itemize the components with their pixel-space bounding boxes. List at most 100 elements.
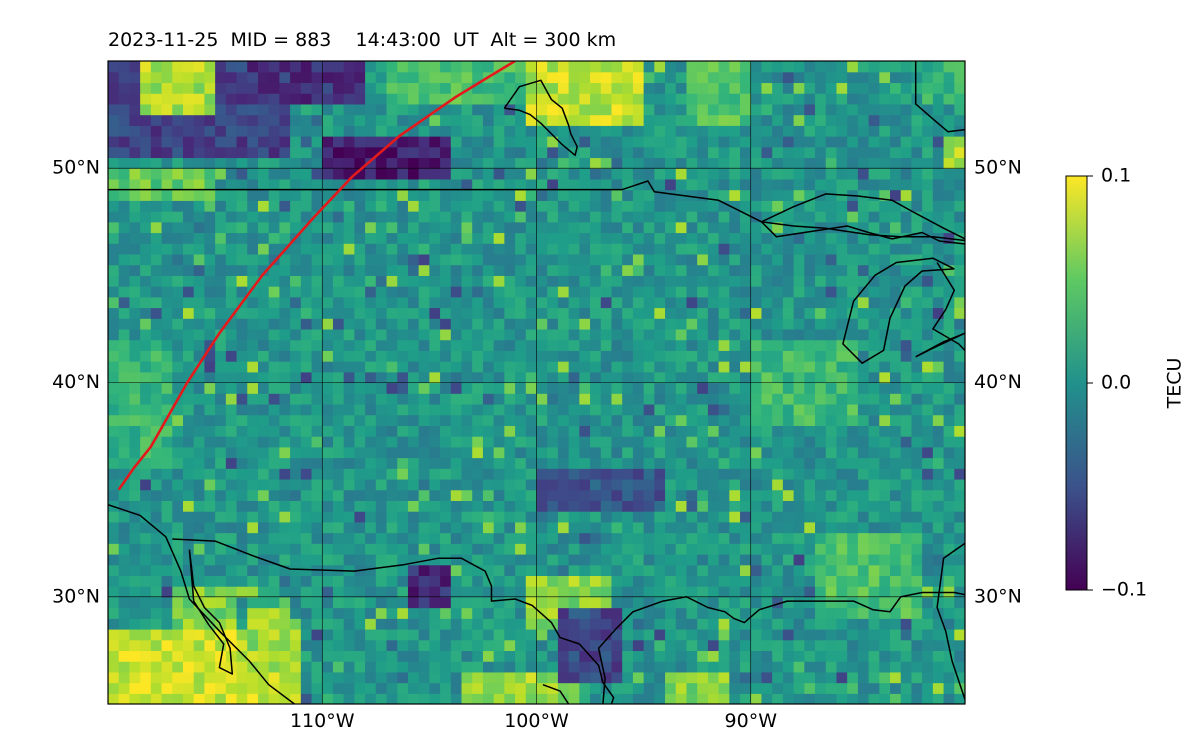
heatmap-cell	[108, 639, 120, 652]
heatmap-cell	[482, 511, 495, 523]
heatmap-cell	[108, 393, 120, 405]
heatmap-cell	[922, 253, 934, 266]
heatmap-cell	[890, 650, 902, 662]
heatmap-cell	[343, 596, 355, 609]
heatmap-cell	[900, 436, 913, 448]
heatmap-cell	[632, 575, 645, 587]
heatmap-cell	[472, 361, 484, 373]
heatmap-cell	[225, 296, 238, 309]
heatmap-cell	[472, 371, 484, 384]
heatmap-cell	[943, 596, 955, 609]
heatmap-cell	[697, 361, 709, 373]
heatmap-cell	[740, 221, 752, 234]
heatmap-cell	[632, 146, 645, 159]
heatmap-cell	[108, 125, 120, 137]
heatmap-cell	[911, 307, 923, 319]
heatmap-cell	[440, 328, 452, 341]
heatmap-cell	[407, 586, 420, 598]
heatmap-cell	[418, 425, 430, 437]
heatmap-cell	[172, 457, 184, 469]
heatmap-cell	[397, 425, 409, 437]
heatmap-cell	[161, 553, 173, 566]
heatmap-cell	[440, 146, 452, 159]
heatmap-cell	[879, 425, 891, 437]
heatmap-cell	[675, 286, 688, 298]
heatmap-cell	[590, 371, 602, 384]
heatmap-cell	[504, 478, 516, 491]
heatmap-cell	[943, 211, 955, 223]
heatmap-cell	[311, 253, 323, 266]
heatmap-cell	[600, 628, 613, 641]
heatmap-cell	[118, 511, 131, 523]
heatmap-cell	[225, 393, 238, 405]
heatmap-cell	[418, 189, 430, 201]
heatmap-cell	[632, 232, 645, 244]
heatmap-cell	[247, 339, 259, 351]
heatmap-cell	[911, 103, 923, 116]
heatmap-cell	[707, 618, 720, 630]
heatmap-cell	[579, 511, 591, 523]
heatmap-cell	[718, 478, 730, 491]
heatmap-cell	[204, 361, 216, 373]
heatmap-cell	[482, 586, 495, 598]
heatmap-cell	[108, 307, 120, 319]
heatmap-cell	[611, 639, 623, 652]
heatmap-cell	[922, 500, 934, 512]
heatmap-cell	[450, 168, 463, 180]
heatmap-cell	[622, 425, 634, 437]
heatmap-cell	[161, 586, 173, 598]
heatmap-cell	[632, 586, 645, 598]
heatmap-cell	[686, 146, 698, 159]
heatmap-cell	[182, 596, 195, 609]
heatmap-cell	[932, 553, 945, 566]
heatmap-cell	[600, 243, 613, 255]
heatmap-cell	[182, 661, 195, 673]
heatmap-cell	[654, 232, 666, 244]
heatmap-cell	[665, 339, 677, 351]
heatmap-cell	[450, 468, 463, 480]
heatmap-cell	[461, 307, 473, 319]
heatmap-cell	[193, 650, 206, 662]
heatmap-cell	[129, 189, 141, 201]
heatmap-cell	[911, 125, 923, 137]
heatmap-cell	[257, 296, 270, 309]
heatmap-cell	[654, 114, 666, 126]
heatmap-cell	[654, 211, 666, 223]
heatmap-cell	[236, 286, 248, 298]
heatmap-cell	[236, 500, 248, 512]
heatmap-cell	[343, 339, 355, 351]
x-tick-label: 110°W	[290, 710, 355, 732]
heatmap-cell	[568, 393, 580, 405]
heatmap-cell	[386, 596, 398, 609]
heatmap-cell	[536, 628, 548, 641]
heatmap-cell	[375, 253, 388, 266]
heatmap-cell	[932, 221, 945, 234]
heatmap-cell	[568, 618, 580, 630]
heatmap-cell	[311, 425, 323, 437]
heatmap-cell	[525, 103, 538, 116]
heatmap-cell	[943, 693, 955, 704]
heatmap-cell	[793, 511, 805, 523]
heatmap-cell	[108, 71, 120, 84]
heatmap-cell	[172, 253, 184, 266]
heatmap-cell	[718, 243, 730, 255]
heatmap-cell	[750, 275, 763, 287]
colorbar-tick-label: 0.0	[1101, 372, 1131, 394]
heatmap-cell	[343, 414, 355, 426]
heatmap-cell	[268, 232, 280, 244]
heatmap-cell	[643, 650, 655, 662]
heatmap-cell	[772, 168, 784, 180]
heatmap-cell	[311, 361, 323, 373]
heatmap-cell	[236, 532, 248, 544]
heatmap-cell	[375, 114, 388, 126]
heatmap-cell	[482, 93, 495, 105]
heatmap-cell	[922, 189, 934, 201]
heatmap-cell	[922, 114, 934, 126]
heatmap-cell	[161, 232, 173, 244]
heatmap-cell	[793, 286, 805, 298]
heatmap-cell	[782, 361, 795, 373]
heatmap-cell	[643, 532, 655, 544]
heatmap-cell	[836, 168, 848, 180]
heatmap-cell	[632, 243, 645, 255]
heatmap-cell	[461, 650, 473, 662]
